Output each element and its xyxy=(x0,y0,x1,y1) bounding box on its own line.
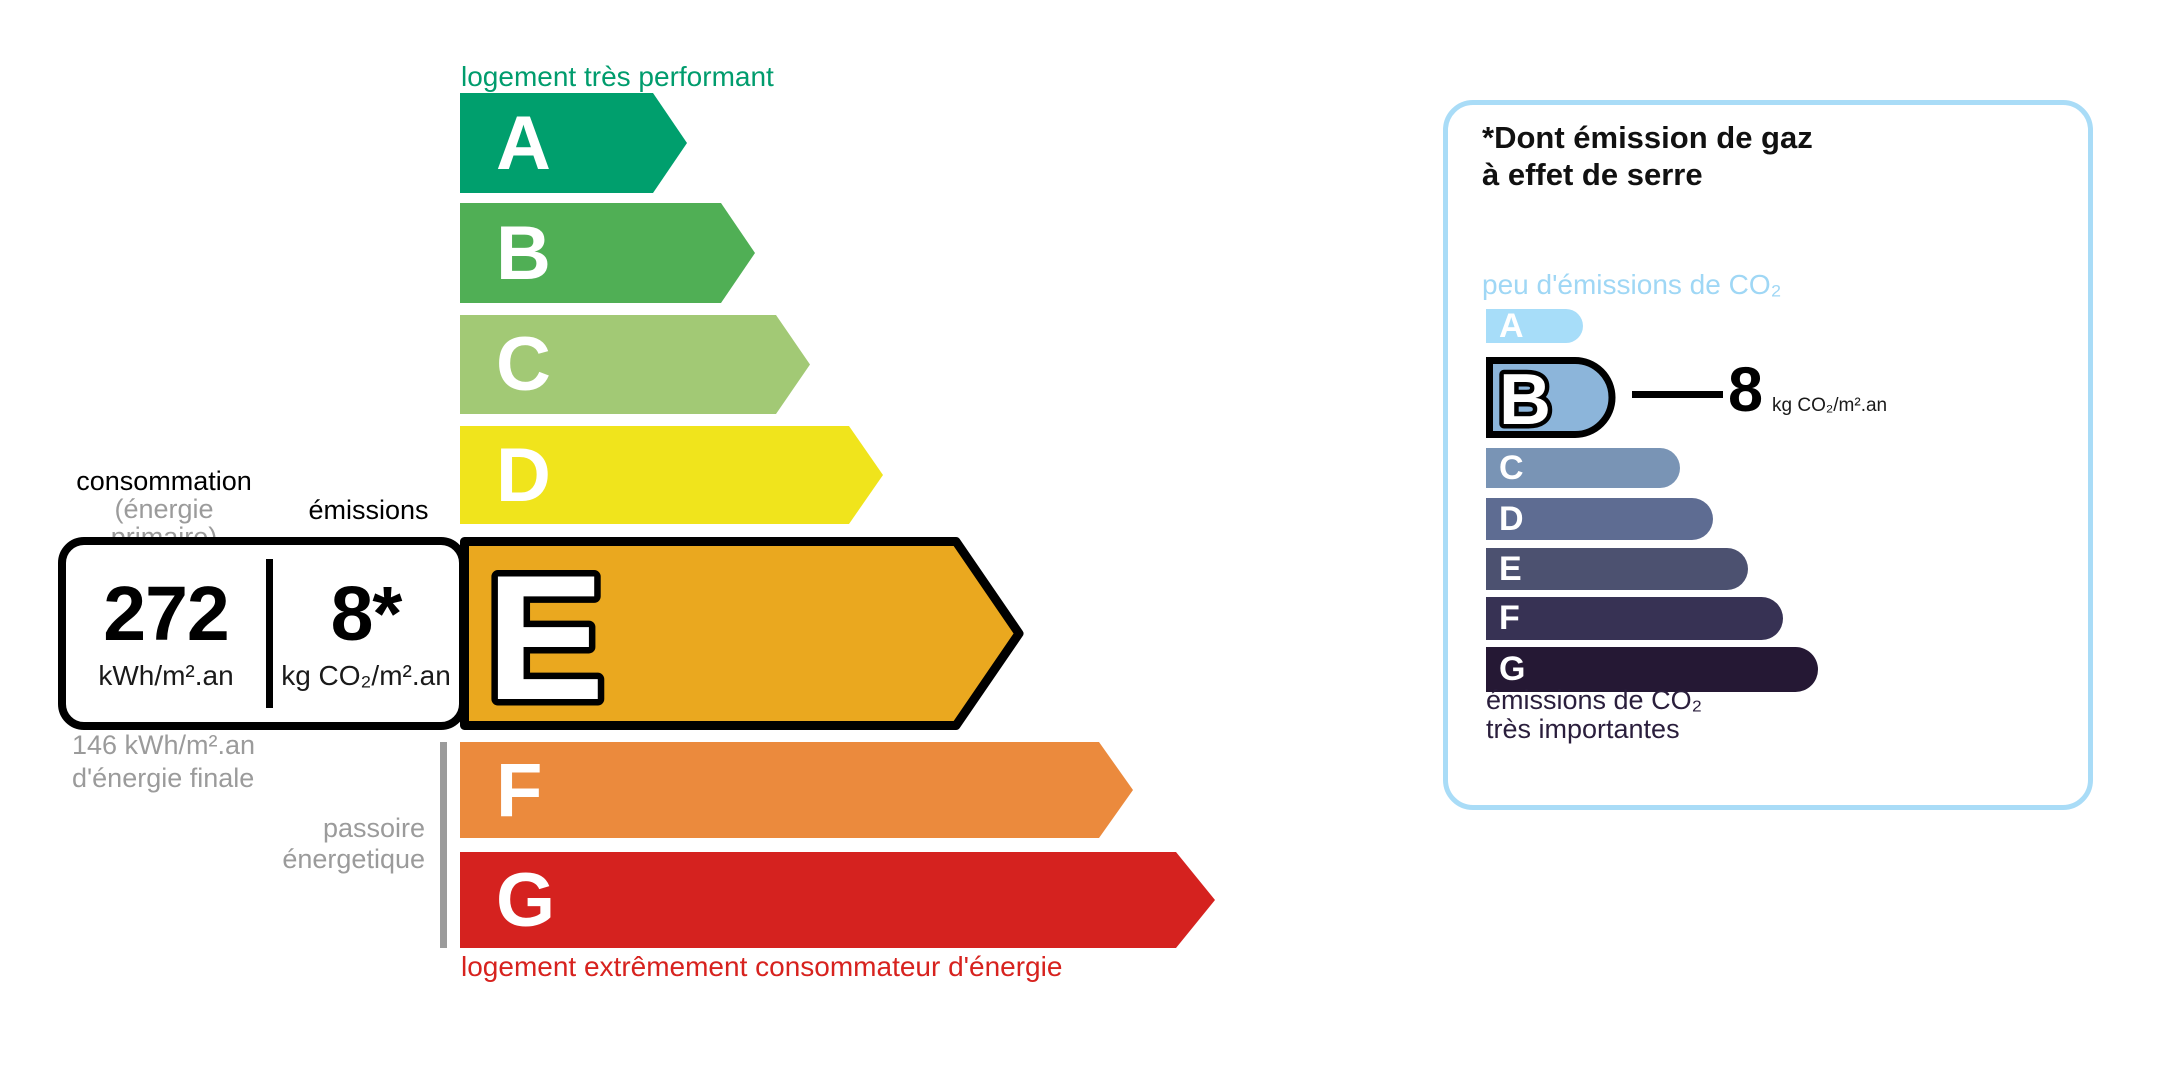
energy-grade-bar-f: F xyxy=(460,742,1133,838)
emissions-value-column: 8* kg CO₂/m².an xyxy=(273,545,459,722)
final-energy-note: 146 kWh/m².an d'énergie finale xyxy=(72,729,255,795)
consumption-header-line1: consommation xyxy=(76,466,252,496)
top-performance-label: logement très performant xyxy=(461,61,774,92)
energy-grade-bar-d: D xyxy=(460,426,883,524)
grade-letter-d: D xyxy=(496,432,551,518)
grade-letter-f: F xyxy=(496,747,543,833)
energy-grade-bar-g: G xyxy=(460,852,1215,948)
co2-grade-letter-b: B xyxy=(1499,360,1551,438)
energy-grade-bar-c: C xyxy=(460,315,810,414)
co2-low-emissions-label: peu d'émissions de CO₂ xyxy=(1482,269,1782,300)
value-divider xyxy=(266,559,273,708)
grade-letter-b: B xyxy=(496,210,551,296)
grade-letter-c: C xyxy=(496,322,551,407)
co2-grade-letter-f: F xyxy=(1499,599,1520,637)
final-energy-line2: d'énergie finale xyxy=(72,763,255,793)
energy-grade-bar-a: A xyxy=(460,93,687,193)
co2-grade-bar-f: F xyxy=(1486,597,1783,640)
co2-panel-title: *Dont émission de gaz à effet de serre xyxy=(1482,119,1813,193)
consumption-value-column: 272 kWh/m².an xyxy=(66,545,266,722)
energy-sieve-line1: passoire xyxy=(322,813,425,843)
final-energy-line1: 146 kWh/m².an xyxy=(72,730,256,760)
emissions-unit: kg CO₂/m².an xyxy=(281,659,451,691)
co2-high-emissions-line1: émissions de CO₂ xyxy=(1486,685,1703,715)
rating-value-box: 272 kWh/m².an 8* kg CO₂/m².an xyxy=(58,537,467,730)
co2-grade-bar-a: A xyxy=(1486,306,1583,345)
energy-grade-bar-e-current: E xyxy=(460,537,1024,730)
co2-b-shape xyxy=(1486,357,1616,438)
co2-high-emissions-line2: très importantes xyxy=(1486,714,1680,744)
co2-value-number: 8 xyxy=(1728,355,1764,425)
emissions-value: 8* xyxy=(330,570,403,657)
co2-grade-letter-g: G xyxy=(1499,650,1526,688)
co2-high-emissions-label: émissions de CO₂ très importantes xyxy=(1486,686,1702,744)
co2-grade-bar-g: G xyxy=(1486,647,1818,692)
energy-sieve-line2: énergetique xyxy=(282,844,425,874)
grade-letter-g: G xyxy=(496,857,556,943)
co2-grade-bar-c: C xyxy=(1486,448,1680,488)
co2-rating-value: 8 kg CO₂/m².an xyxy=(1728,359,1887,422)
co2-panel: *Dont émission de gaz à effet de serre p… xyxy=(1443,100,2093,810)
co2-panel-title-line2: à effet de serre xyxy=(1482,157,1703,192)
co2-grade-letter-a: A xyxy=(1499,306,1524,345)
energy-sieve-label: passoire énergetique xyxy=(205,813,425,875)
energy-grade-bar-b: B xyxy=(460,203,755,303)
co2-grade-letter-c: C xyxy=(1499,448,1524,487)
co2-grade-letter-e: E xyxy=(1499,549,1522,588)
grade-letter-a: A xyxy=(496,100,551,186)
grade-letter-e: E xyxy=(486,538,605,730)
co2-grade-bar-e: E xyxy=(1486,548,1748,590)
co2-grade-letter-d: D xyxy=(1499,499,1524,538)
emissions-header: émissions xyxy=(308,495,429,525)
co2-value-unit: kg CO₂/m².an xyxy=(1772,395,1888,416)
co2-grade-bar-d: D xyxy=(1486,498,1713,540)
co2-value-connector-line xyxy=(1632,391,1723,398)
consumption-unit: kWh/m².an xyxy=(98,659,234,691)
co2-grade-bar-b-current: B xyxy=(1486,357,1616,438)
consumption-value: 272 xyxy=(103,570,229,657)
bottom-performance-label: logement extrêmement consommateur d'éner… xyxy=(461,951,1063,982)
co2-panel-title-line1: *Dont émission de gaz xyxy=(1482,120,1813,155)
sieve-bracket-rule xyxy=(440,742,447,948)
